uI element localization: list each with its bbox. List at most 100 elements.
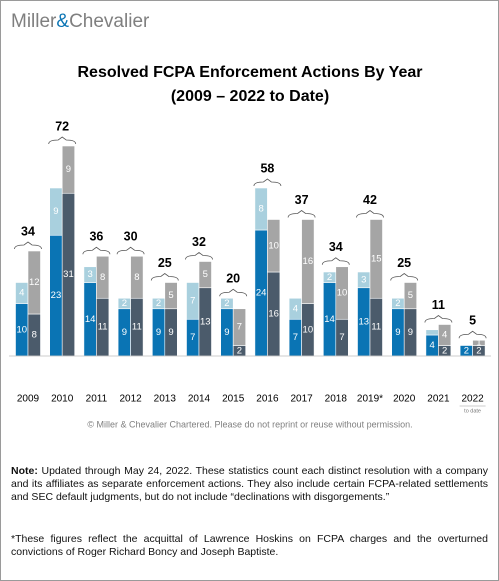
total-label: 11 bbox=[432, 298, 445, 312]
note: Note: Updated through May 24, 2022. Thes… bbox=[11, 465, 488, 504]
bar-segment bbox=[438, 324, 452, 346]
note-text: Updated through May 24, 2022. These stat… bbox=[11, 465, 488, 503]
data-label: 14 bbox=[85, 314, 96, 325]
data-label: 11 bbox=[98, 322, 108, 333]
data-label: 8 bbox=[259, 204, 264, 215]
bar-segment bbox=[198, 261, 212, 289]
data-label: 9 bbox=[66, 164, 71, 175]
x-tick-label: 2016 bbox=[256, 394, 279, 405]
x-tick-label: 2015 bbox=[222, 394, 245, 405]
data-label: 7 bbox=[293, 332, 298, 343]
x-tick-label: 2009 bbox=[17, 394, 40, 405]
x-tick-label: 2019* bbox=[357, 394, 383, 405]
logo-part: Chevalier bbox=[69, 11, 150, 32]
x-tick-label: 2012 bbox=[119, 394, 142, 405]
bar-segment bbox=[335, 266, 349, 320]
total-label: 20 bbox=[226, 272, 240, 286]
data-label: 8 bbox=[100, 272, 105, 283]
total-label: 25 bbox=[158, 256, 172, 270]
brace bbox=[253, 178, 282, 187]
data-label: 2 bbox=[237, 345, 242, 356]
x-tick-label: 2020 bbox=[393, 394, 416, 405]
data-label: 2 bbox=[464, 345, 469, 356]
bar-segment bbox=[267, 219, 281, 273]
total-label: 25 bbox=[397, 256, 411, 270]
brace bbox=[356, 210, 384, 218]
brace bbox=[48, 136, 77, 145]
data-label: 2 bbox=[156, 298, 161, 309]
data-label: 10 bbox=[268, 240, 279, 251]
logo-part: Miller bbox=[11, 11, 57, 32]
chart: Miller&Chevalier Resolved FCPA Enforceme… bbox=[9, 11, 491, 429]
brace bbox=[150, 273, 179, 281]
bar-segment bbox=[96, 255, 110, 299]
data-label: 11 bbox=[371, 322, 381, 333]
bar-segment bbox=[254, 187, 268, 231]
data-label: 9 bbox=[395, 327, 400, 338]
bar-segment bbox=[27, 250, 41, 315]
data-label: 15 bbox=[371, 253, 382, 264]
data-label: 5 bbox=[168, 290, 173, 301]
x-tick-label: 2013 bbox=[154, 394, 177, 405]
copyright: © Miller & Chevalier Chartered. Please d… bbox=[87, 419, 412, 429]
data-label: 7 bbox=[190, 332, 195, 343]
bar-segment bbox=[164, 282, 178, 310]
data-label: 5 bbox=[408, 290, 413, 301]
x-tick-label: 2021 bbox=[427, 394, 450, 405]
data-label: 9 bbox=[408, 327, 413, 338]
x-tick-label: 2011 bbox=[86, 394, 108, 405]
x-tick-sublabel: to date bbox=[464, 408, 481, 414]
data-label: 3 bbox=[88, 269, 93, 280]
data-label: 4 bbox=[293, 303, 298, 314]
data-label: 9 bbox=[122, 327, 127, 338]
data-label: 8 bbox=[134, 272, 139, 283]
data-label: 12 bbox=[29, 277, 40, 288]
data-label: 10 bbox=[337, 288, 348, 299]
bar-segment bbox=[232, 308, 246, 346]
x-tick-label: 2010 bbox=[51, 394, 74, 405]
data-label: 4 bbox=[19, 288, 24, 299]
bar-segment bbox=[369, 219, 383, 299]
brace bbox=[185, 252, 213, 260]
data-label: 1 bbox=[476, 337, 481, 348]
data-label: 2 bbox=[395, 298, 400, 309]
brace bbox=[287, 210, 316, 218]
brace bbox=[424, 315, 453, 323]
total-label: 34 bbox=[21, 224, 35, 238]
data-label: 7 bbox=[237, 322, 242, 333]
data-label: 9 bbox=[224, 327, 229, 338]
total-label: 30 bbox=[124, 230, 138, 244]
note-label: Note: bbox=[11, 465, 38, 477]
logo: Miller&Chevalier bbox=[11, 11, 150, 32]
data-label: 2 bbox=[122, 298, 127, 309]
bar-segment bbox=[425, 329, 439, 336]
total-label: 42 bbox=[363, 193, 377, 207]
data-label: 9 bbox=[156, 327, 161, 338]
total-label: 36 bbox=[89, 230, 103, 244]
bar-segment bbox=[130, 255, 144, 299]
data-label: 14 bbox=[324, 314, 335, 325]
total-label: 37 bbox=[295, 193, 309, 207]
chart-title: Resolved FCPA Enforcement Actions By Yea… bbox=[78, 64, 423, 81]
data-label: 10 bbox=[16, 324, 27, 335]
data-label: 4 bbox=[442, 330, 447, 341]
data-label: 7 bbox=[339, 332, 344, 343]
chart-subtitle: (2009 – 2022 to Date) bbox=[171, 88, 329, 105]
brace bbox=[82, 246, 111, 255]
data-label: 9 bbox=[168, 327, 173, 338]
x-tick-label: 2018 bbox=[325, 394, 348, 405]
bar-segment bbox=[472, 339, 486, 346]
data-label: 10 bbox=[303, 324, 314, 335]
data-label: 11 bbox=[132, 322, 142, 333]
data-label: 16 bbox=[303, 256, 314, 267]
bar-segment bbox=[220, 297, 234, 310]
brace bbox=[321, 257, 350, 265]
brace bbox=[458, 330, 487, 339]
data-label: 2 bbox=[476, 345, 481, 356]
data-label: 5 bbox=[203, 269, 208, 280]
data-label: 2 bbox=[442, 345, 447, 356]
total-label: 34 bbox=[329, 240, 343, 254]
x-tick-label: 2022 bbox=[461, 394, 484, 405]
data-label: 2 bbox=[224, 298, 229, 309]
